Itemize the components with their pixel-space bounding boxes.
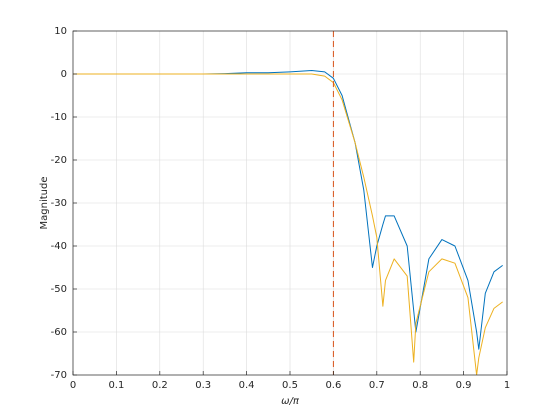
- y-tick-label: -10: [51, 112, 67, 123]
- x-tick-label: 0.9: [456, 380, 472, 391]
- x-tick-label: 0.2: [152, 380, 168, 391]
- y-tick-label: -70: [51, 370, 67, 381]
- y-tick-label: 10: [54, 26, 67, 37]
- y-tick-label: -40: [51, 241, 67, 252]
- y-tick-label: 0: [61, 69, 67, 80]
- series-line: [73, 73, 503, 375]
- x-axis-label: ω/π: [281, 396, 300, 407]
- plot-area: [73, 31, 503, 375]
- x-tick-label: 0.7: [369, 380, 385, 391]
- x-tick-label: 0.6: [325, 380, 341, 391]
- y-tick-label: -20: [51, 155, 67, 166]
- x-tick-label: 0.3: [195, 380, 211, 391]
- series-line: [73, 70, 503, 350]
- y-axis-label: Magnitude: [39, 177, 50, 230]
- x-tick-label: 0: [70, 380, 76, 391]
- x-tick-label: 0.4: [239, 380, 255, 391]
- y-tick-label: -30: [51, 198, 67, 209]
- x-tick-label: 0.1: [108, 380, 124, 391]
- x-tick-label: 0.8: [412, 380, 428, 391]
- x-tick-label: 0.5: [282, 380, 298, 391]
- x-tick-label: 1: [504, 380, 510, 391]
- labels: 0 0.1 0.2 0.3 0.4 0.5 0.6 0.7 0.8 0.9 1 -70 -60 -50 -4…: [51, 26, 511, 391]
- y-tick-label: -60: [51, 327, 67, 338]
- y-tick-label: -50: [51, 284, 67, 295]
